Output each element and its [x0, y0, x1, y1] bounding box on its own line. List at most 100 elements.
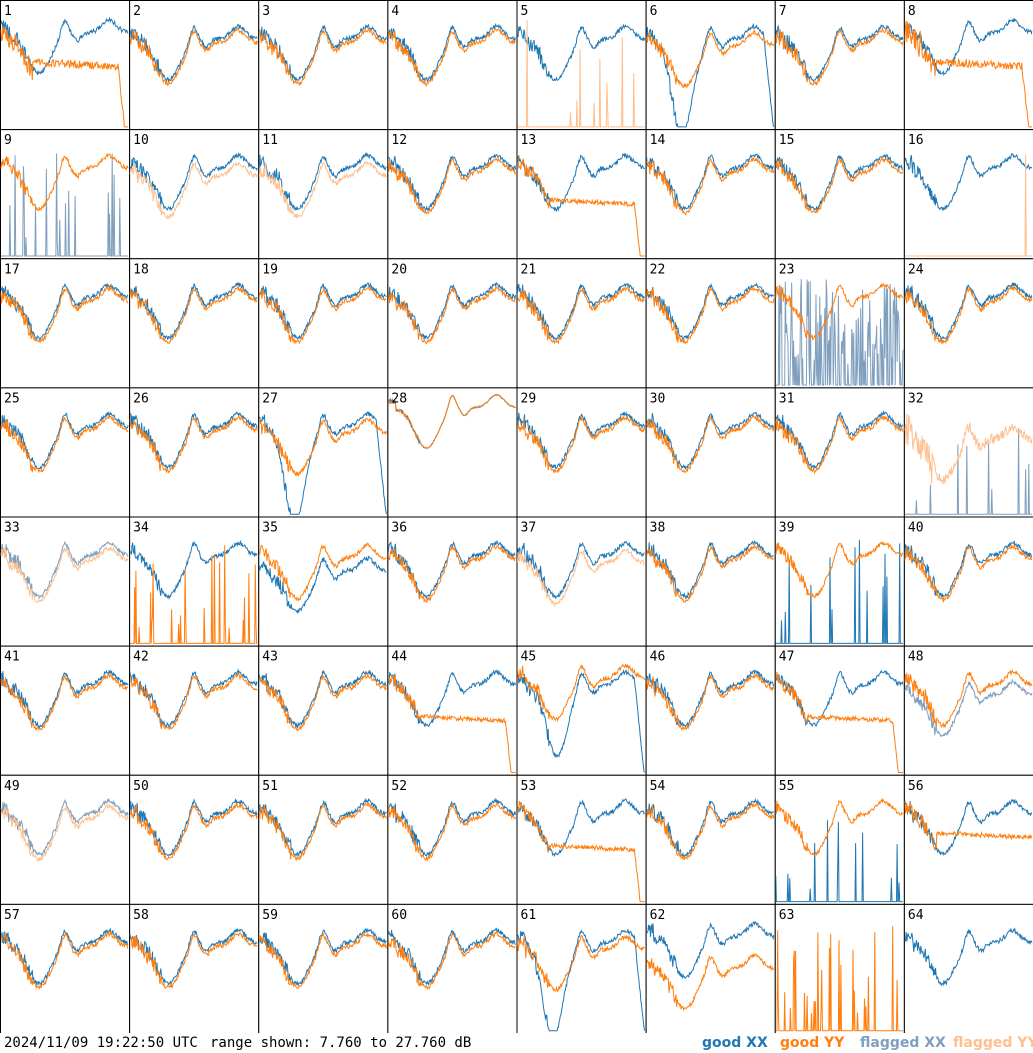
series-yy-line: [904, 669, 1033, 729]
panel-label: 23: [779, 262, 795, 277]
panel-frame: [258, 258, 389, 389]
panel-44: 44: [387, 645, 518, 776]
panel-11: 11: [258, 129, 389, 260]
series-yy-line: [258, 542, 387, 602]
panel-frame: [903, 774, 1033, 905]
series-xx-line: [517, 152, 645, 213]
series-yy-line: [904, 20, 1032, 128]
panel-33: 33: [0, 516, 131, 647]
panel-label: 51: [262, 779, 278, 794]
series-yy-line: [904, 542, 1033, 603]
series-yy-line: [387, 674, 516, 773]
panel-57: 57: [0, 903, 131, 1033]
series-yy-line: [517, 20, 645, 128]
panel-frame: [774, 774, 905, 905]
legend-flagged-xx: flagged XX: [860, 1035, 946, 1051]
panel-frame: [903, 258, 1033, 389]
panel-8: 8: [903, 0, 1033, 131]
series-yy-line: [904, 413, 1033, 484]
panel-12: 12: [387, 129, 518, 260]
series-xx-line: [129, 668, 258, 729]
panel-label: 46: [650, 650, 666, 665]
panel-6: 6: [645, 0, 776, 131]
series-yy-line: [129, 931, 258, 989]
panel-label: 11: [262, 133, 278, 148]
series-yy-line: [258, 672, 387, 732]
panel-20: 20: [387, 258, 518, 389]
panel-52: 52: [387, 774, 518, 905]
panel-label: 37: [521, 521, 537, 536]
panel-label: 53: [521, 779, 537, 794]
series-xx-line: [775, 820, 903, 903]
panel-frame: [258, 129, 389, 260]
series-xx-line: [517, 669, 646, 773]
panel-frame: [387, 516, 518, 647]
panel-frame: [387, 258, 518, 389]
panel-frame: [516, 0, 647, 131]
panel-label: 35: [262, 521, 278, 536]
panel-frame: [645, 129, 776, 260]
panel-37: 37: [516, 516, 647, 647]
series-yy-line: [130, 545, 258, 644]
series-yy-line: [387, 27, 516, 88]
panel-frame: [258, 0, 389, 131]
panel-label: 19: [262, 262, 278, 277]
panel-31: 31: [774, 387, 905, 518]
series-yy-line: [258, 285, 387, 345]
panel-frame: [903, 387, 1033, 518]
panel-frame: [774, 129, 905, 260]
panel-7: 7: [774, 0, 905, 131]
panel-61: 61: [516, 903, 647, 1033]
panel-51: 51: [258, 774, 389, 905]
series-xx-line: [646, 921, 775, 980]
panel-45: 45: [516, 645, 647, 776]
panel-label: 57: [4, 908, 20, 923]
panel-label: 5: [521, 4, 529, 19]
panel-label: 32: [908, 391, 924, 406]
panel-frame: [387, 645, 518, 776]
panel-47: 47: [774, 645, 905, 776]
panel-label: 15: [779, 133, 795, 148]
series-xx-line: [775, 409, 904, 470]
panel-label: 29: [521, 391, 537, 406]
series-yy-line: [0, 930, 129, 990]
panel-label: 55: [779, 779, 795, 794]
panel-64: 64: [903, 903, 1033, 1033]
panel-label: 14: [650, 133, 666, 148]
panel-frame: [516, 258, 647, 389]
series-yy-line: [258, 27, 387, 87]
panel-56: 56: [903, 774, 1033, 905]
panel-frame: [645, 645, 776, 776]
panel-label: 2: [133, 4, 141, 19]
panel-43: 43: [258, 645, 389, 776]
series-yy-line: [0, 152, 129, 212]
series-yy-line: [0, 546, 129, 604]
panel-frame: [387, 387, 518, 518]
series-xx-line: [904, 428, 1032, 515]
panel-27: 27: [258, 387, 389, 518]
panel-label: 12: [391, 133, 407, 148]
panel-label: 40: [908, 521, 924, 536]
panel-frame: [645, 516, 776, 647]
series-yy-line: [775, 415, 904, 475]
panel-label: 63: [779, 908, 795, 923]
panel-label: 22: [650, 262, 666, 277]
series-xx-line: [1, 153, 129, 257]
panel-frame: [774, 387, 905, 518]
panel-label: 58: [133, 908, 149, 923]
series-xx-line: [388, 22, 516, 83]
panel-41: 41: [0, 645, 131, 776]
panel-frame: [774, 0, 905, 131]
panel-frame: [645, 774, 776, 905]
series-xx-line: [904, 678, 1033, 737]
series-yy-line: [904, 285, 1033, 344]
panel-10: 10: [129, 129, 260, 260]
panel-label: 21: [521, 262, 537, 277]
panel-label: 17: [4, 262, 20, 277]
panel-frame: [0, 645, 131, 776]
panel-frame: [774, 645, 905, 776]
series-yy-line: [258, 931, 387, 990]
panel-frame: [516, 129, 647, 260]
panel-48: 48: [903, 645, 1033, 776]
panel-label: 8: [908, 4, 916, 19]
